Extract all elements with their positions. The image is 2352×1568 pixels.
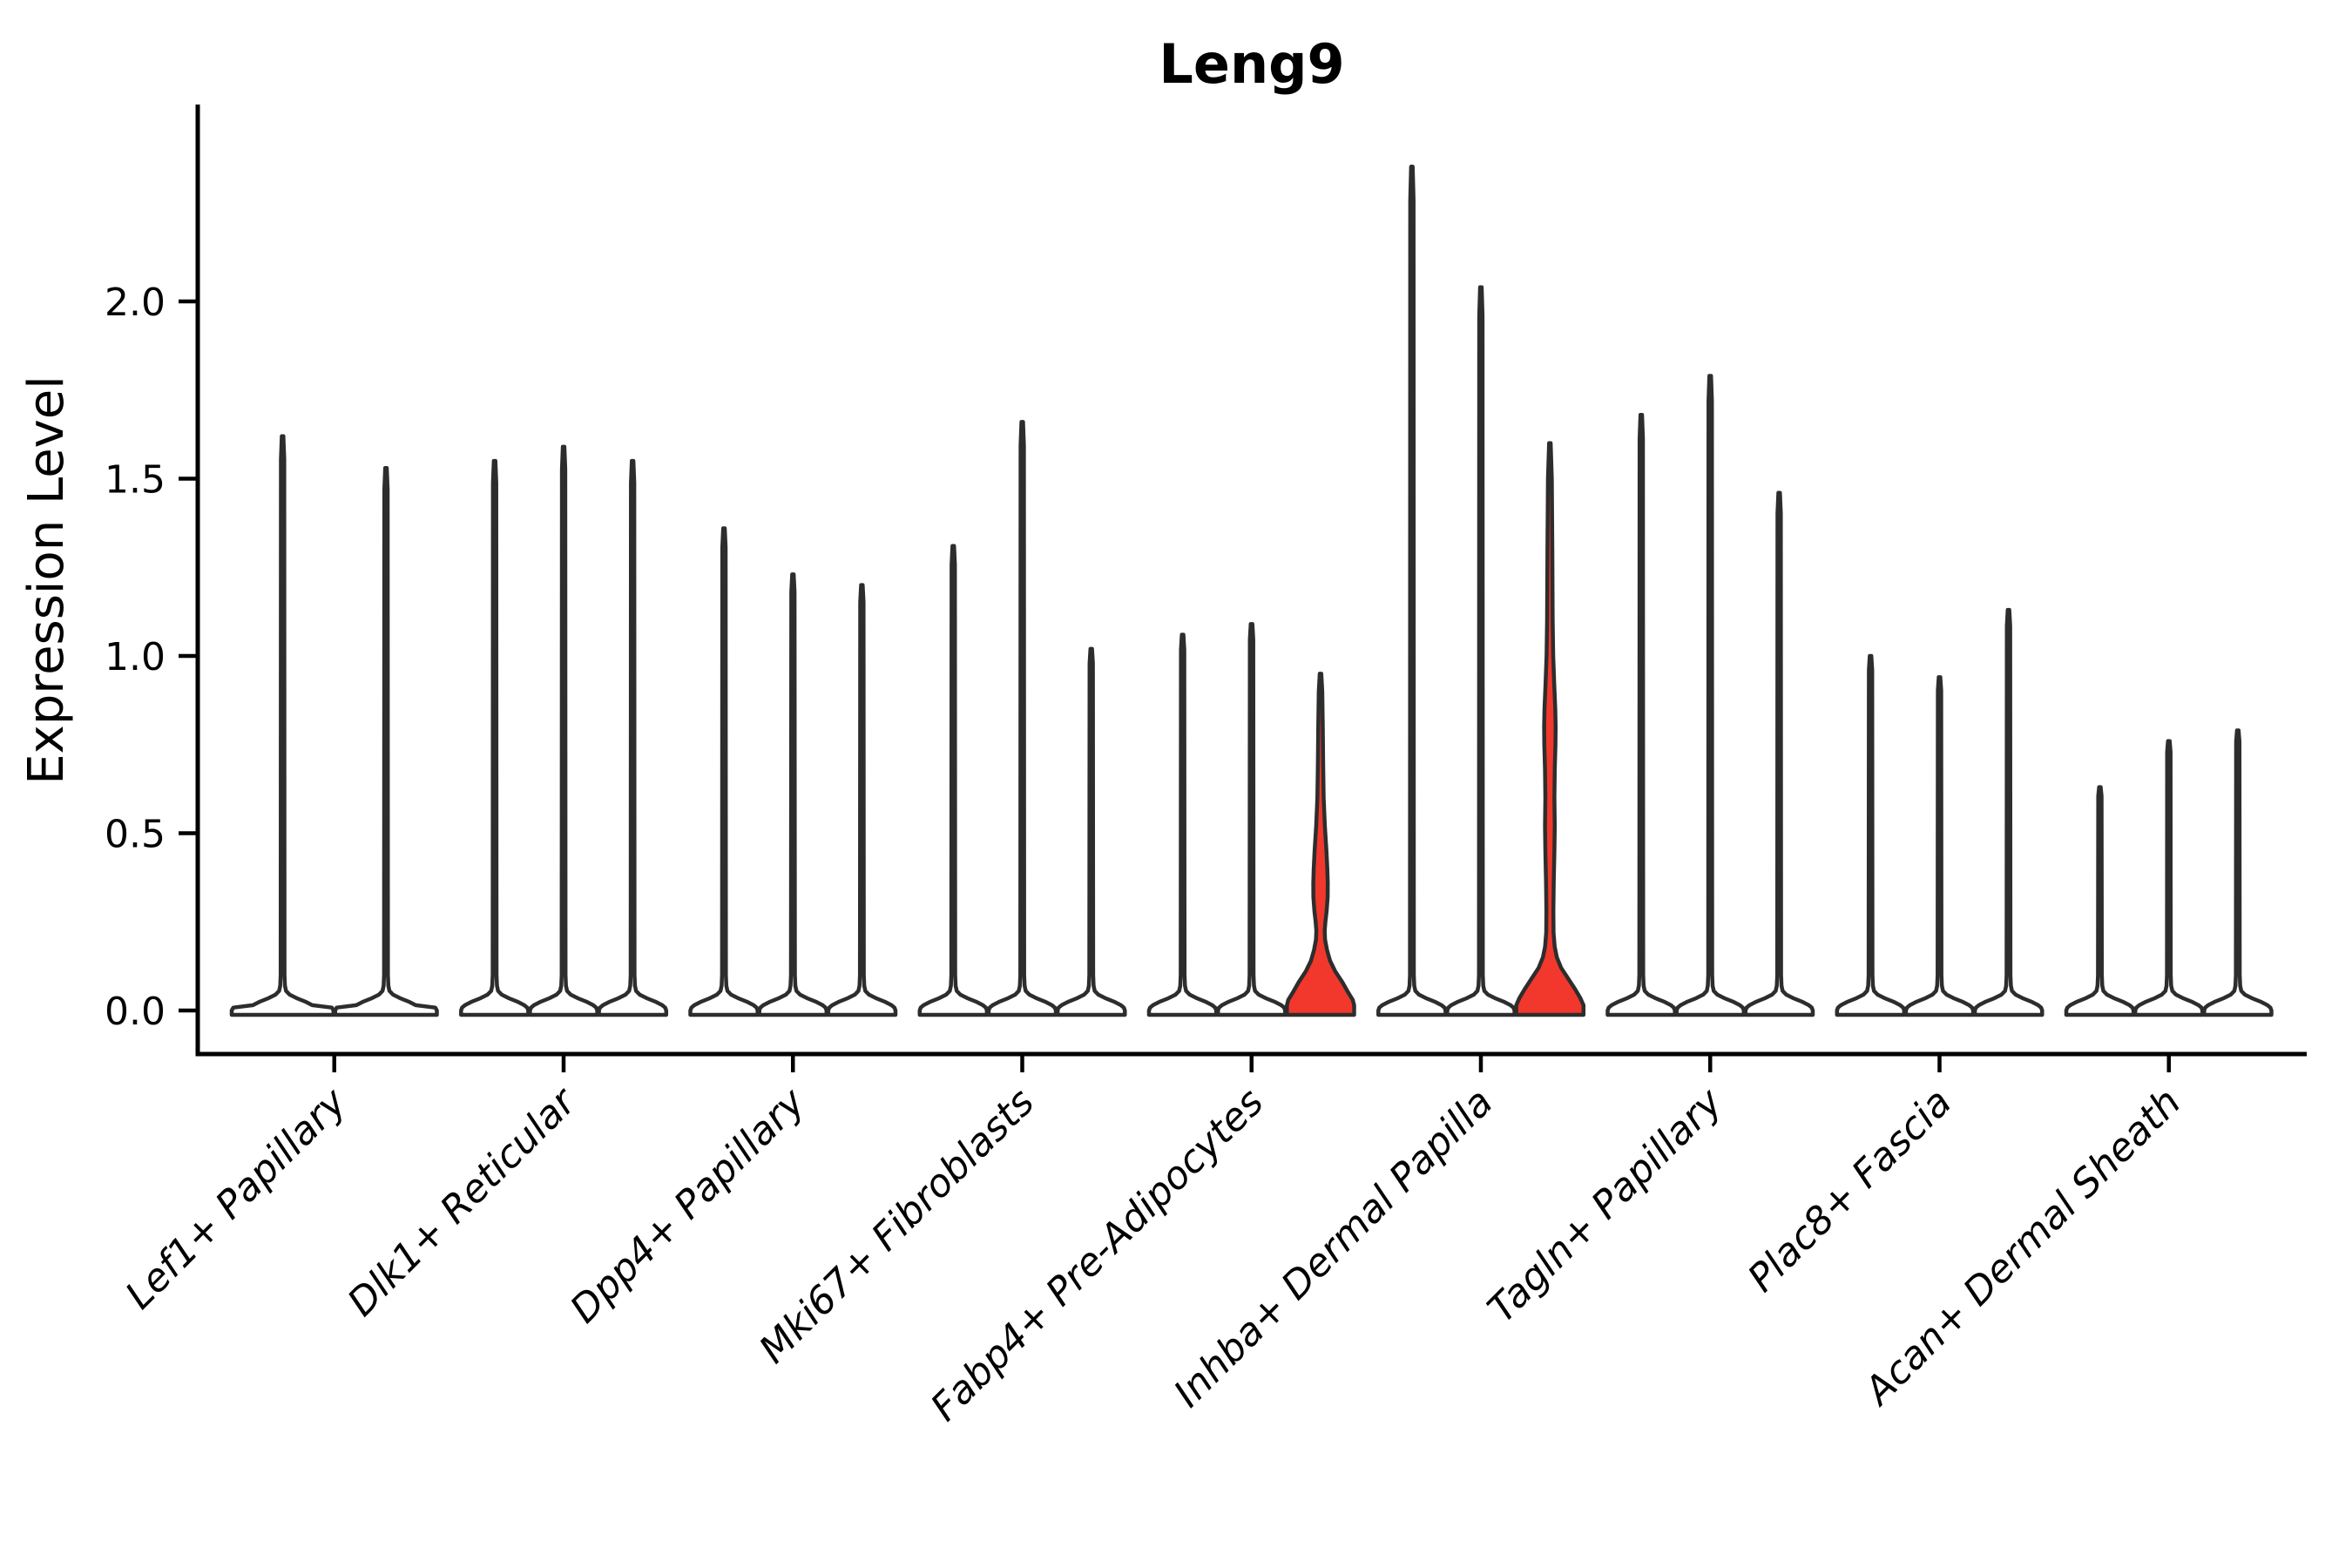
violin <box>1903 675 1976 1017</box>
category-label: Plac8+ Fascia <box>1740 1080 1960 1301</box>
violin-highlighted <box>1285 672 1356 1017</box>
violin <box>1055 646 1127 1017</box>
y-tick-label: 0.5 <box>105 813 166 857</box>
violin <box>826 583 898 1017</box>
violin <box>1972 607 2044 1017</box>
category-label: Tagln+ Papillary <box>1479 1079 1731 1331</box>
violin <box>459 458 531 1017</box>
violin <box>1215 622 1288 1017</box>
violin-highlighted <box>1514 441 1586 1017</box>
violin <box>1674 374 1747 1017</box>
violin <box>1835 653 1907 1017</box>
violin <box>986 420 1058 1017</box>
violin <box>917 544 990 1017</box>
violin <box>1605 412 1677 1017</box>
violin <box>1445 285 1517 1017</box>
y-axis-label: Expression Level <box>18 375 75 785</box>
violins-layer <box>229 165 2274 1017</box>
violin <box>757 572 829 1017</box>
category-label: Dpp4+ Papillary <box>562 1079 814 1332</box>
violin <box>229 434 336 1017</box>
violin <box>1743 490 1815 1017</box>
violin <box>2202 728 2274 1017</box>
y-tick-label: 0.0 <box>105 990 166 1034</box>
y-tick-label: 1.5 <box>105 458 166 503</box>
violin <box>1146 632 1219 1017</box>
violin <box>2132 739 2205 1017</box>
y-tick-label: 1.0 <box>105 635 166 679</box>
violin <box>2064 785 2136 1017</box>
violin <box>333 466 439 1017</box>
category-label: Dlk1+ Reticular <box>339 1078 585 1325</box>
violin <box>688 526 760 1017</box>
violin <box>1376 165 1448 1017</box>
y-tick-label: 2.0 <box>105 280 166 325</box>
chart-title: Leng9 <box>1159 32 1344 96</box>
violin <box>528 444 599 1017</box>
category-label: Lef1+ Papillary <box>117 1079 355 1318</box>
y-axis-ticks: 0.0 0.5 1.0 1.5 2.0 <box>105 280 198 1034</box>
violin <box>597 458 669 1017</box>
